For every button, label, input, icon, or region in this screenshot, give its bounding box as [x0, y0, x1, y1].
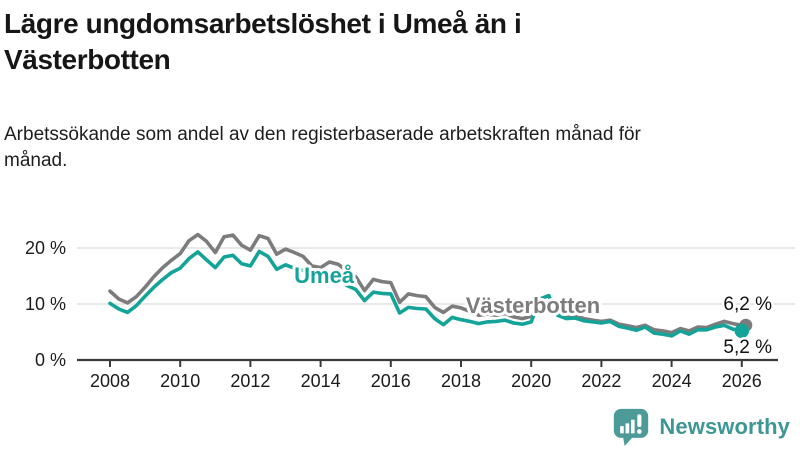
x-tick-label: 2018 — [441, 371, 481, 391]
brand-footer: Newsworthy — [612, 406, 790, 448]
chart-area: 2008 2010 2012 2014 2016 2018 2020 2022 2024 2026… — [0, 205, 800, 400]
x-tick-label: 2010 — [160, 371, 200, 391]
x-tick-label: 2012 — [230, 371, 270, 391]
chart-header: Lägre ungdomsarbetslöshet i Umeå än i Vä… — [4, 6, 664, 174]
y-tick-label: 0 % — [35, 350, 66, 370]
chart-title: Lägre ungdomsarbetslöshet i Umeå än i Vä… — [4, 8, 522, 75]
x-tick-label: 2026 — [722, 371, 762, 391]
x-tick-label: 2014 — [301, 371, 341, 391]
series-line-umeå — [108, 249, 744, 338]
end-value-label-västerbotten: 6,2 % — [723, 294, 772, 315]
series-label-västerbotten: Västerbotten — [466, 293, 600, 318]
unemployment-line-chart: 2008 2010 2012 2014 2016 2018 2020 2022 2024 2026… — [25, 232, 795, 391]
end-value-label-umeå: 5,2 % — [723, 337, 772, 358]
x-tick-label: 2016 — [371, 371, 411, 391]
newsworthy-logo-icon — [614, 408, 649, 446]
series-line-västerbotten — [108, 232, 744, 335]
x-tick-label: 2022 — [581, 371, 621, 391]
y-tick-label: 20 % — [25, 238, 66, 258]
x-tick-label: 2020 — [511, 371, 551, 391]
chart-subtitle: Arbetssökande som andel av den registerb… — [4, 123, 641, 171]
x-tick-label: 2024 — [652, 371, 692, 391]
y-tick-label: 10 % — [25, 294, 66, 314]
brand-name: Newsworthy — [659, 414, 790, 439]
x-tick-label: 2008 — [90, 371, 130, 391]
series-end-dot-umeå — [734, 323, 749, 339]
series-label-umeå: Umeå — [294, 263, 355, 288]
